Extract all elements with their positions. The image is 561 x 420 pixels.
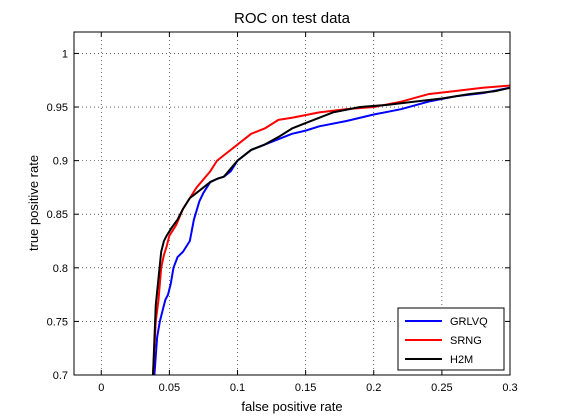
- x-tick-label: 0.25: [431, 382, 452, 394]
- x-tick-label: 0.15: [295, 382, 316, 394]
- y-axis-label: true positive rate: [26, 155, 41, 251]
- x-axis-label: false positive rate: [241, 399, 342, 414]
- x-tick-label: 0: [98, 382, 104, 394]
- chart-title: ROC on test data: [234, 10, 351, 27]
- legend-label-h2m: H2M: [450, 354, 473, 366]
- y-tick-label: 0.8: [53, 263, 68, 275]
- series-layer: [152, 84, 510, 375]
- x-tick-label: 0.3: [502, 382, 517, 394]
- legend: GRLVQ SRNG H2M: [397, 307, 505, 371]
- y-tick-label: 0.9: [53, 156, 68, 168]
- ticks: 0 0.05 0.1 0.15 0.2 0.25 0.3 0.7 0.75 0.8 0.85 0.9 0…: [47, 32, 518, 394]
- y-tick-label: 0.95: [47, 102, 68, 114]
- x-tick-label: 0.05: [159, 382, 180, 394]
- legend-label-srng: SRNG: [450, 335, 482, 347]
- x-tick-label: 0.2: [366, 382, 381, 394]
- y-tick-label: 0.75: [47, 316, 68, 328]
- y-tick-label: 0.7: [53, 370, 68, 382]
- series-line-h2m: [152, 86, 510, 375]
- y-tick-label: 1: [62, 48, 68, 60]
- axes-box: [73, 31, 511, 376]
- y-tick-label: 0.85: [47, 209, 68, 221]
- legend-label-grlvq: GRLVQ: [450, 316, 488, 328]
- x-tick-label: 0.1: [230, 382, 245, 394]
